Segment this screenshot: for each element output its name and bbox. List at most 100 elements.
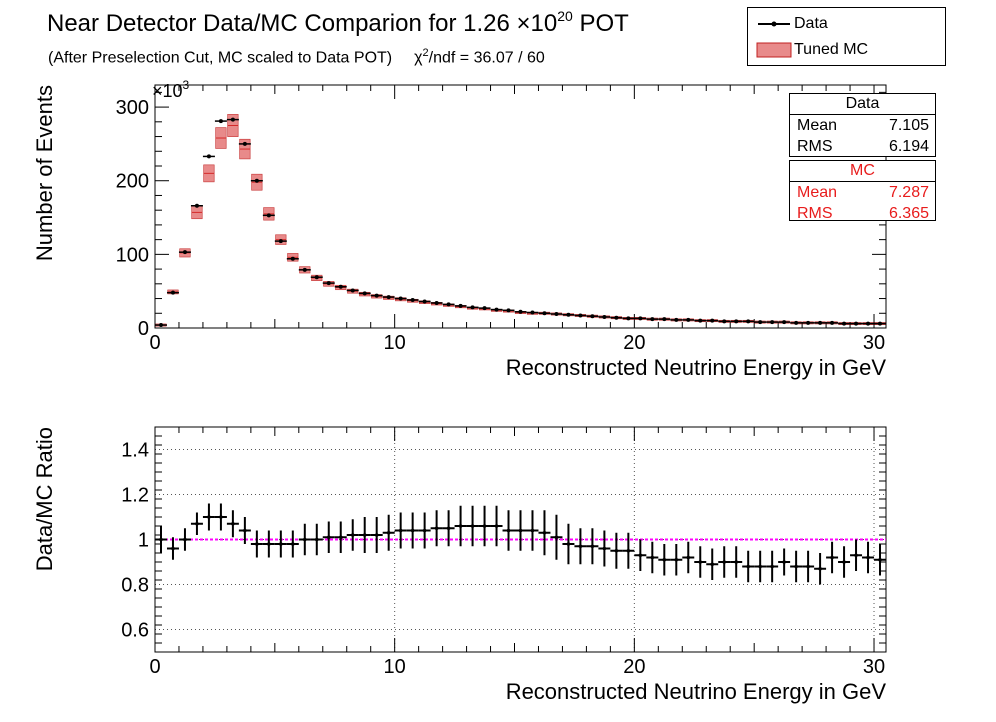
- legend-mc-swatch: [756, 42, 792, 58]
- data-point: [698, 318, 703, 323]
- ratio-point: [746, 564, 750, 569]
- ratio-point: [350, 533, 355, 537]
- stats-data-mean-label: Mean: [797, 117, 838, 134]
- data-point: [506, 308, 511, 313]
- ratio-point: [518, 528, 523, 533]
- ratio-point: [446, 526, 451, 531]
- data-point: [302, 267, 307, 272]
- ratio-point: [482, 524, 487, 528]
- ratio-point: [171, 546, 175, 551]
- ratio-point: [878, 557, 882, 562]
- ratio-point: [326, 535, 331, 540]
- data-point: [794, 320, 799, 325]
- stats-mc-rms-row: RMS 6.365: [790, 203, 935, 224]
- ratio-point: [698, 560, 703, 564]
- data-point: [422, 299, 427, 304]
- ratio-point: [398, 528, 403, 533]
- top-x-tick-label: 20: [623, 332, 645, 354]
- data-point: [710, 318, 715, 323]
- ratio-point: [362, 533, 367, 537]
- top-x-axis-label: Reconstructed Neutrino Energy in GeV: [506, 355, 887, 380]
- ratio-point: [314, 537, 319, 542]
- stats-data-rms-row: RMS 6.194: [790, 136, 935, 157]
- legend-mc-label: Tuned MC: [794, 41, 869, 58]
- data-point: [626, 316, 631, 321]
- data-point: [482, 306, 487, 311]
- ratio-point: [842, 560, 846, 564]
- ratio-point: [494, 524, 499, 528]
- stats-data-rms-value: 6.194: [888, 138, 929, 155]
- data-point: [290, 256, 295, 261]
- data-point: [758, 320, 763, 325]
- data-point: [530, 310, 535, 315]
- data-point: [734, 319, 739, 324]
- data-point: [158, 323, 163, 328]
- data-point: [854, 321, 859, 326]
- data-point: [278, 239, 283, 244]
- ratio-point: [267, 542, 271, 546]
- data-point: [578, 313, 583, 318]
- chi2-exponent: 2: [422, 47, 429, 59]
- ratio-point: [626, 548, 631, 553]
- data-point: [398, 296, 403, 301]
- ratio-point: [458, 524, 463, 528]
- ratio-point: [207, 515, 211, 519]
- data-point: [746, 319, 751, 324]
- ratio-point: [506, 528, 511, 533]
- chart-title-suffix: POT: [572, 10, 629, 37]
- ratio-point: [722, 560, 727, 564]
- data-point: [338, 284, 343, 289]
- legend: Data Tuned MC: [747, 7, 946, 66]
- ratio-point: [159, 537, 163, 542]
- ratio-point: [530, 528, 535, 533]
- ratio-point: [566, 542, 571, 546]
- ratio-point: [578, 544, 583, 549]
- ratio-point: [410, 528, 415, 533]
- chart-title-main: Near Detector Data/MC Comparion for 1.26…: [47, 10, 558, 37]
- data-point: [542, 311, 547, 316]
- stats-mc-mean-value: 7.287: [888, 184, 929, 201]
- chart-title-exponent: 20: [557, 8, 573, 24]
- legend-item-data: Data: [748, 12, 945, 36]
- ratio-point: [818, 566, 822, 571]
- ratio-point: [195, 521, 199, 526]
- ratio-point: [374, 533, 379, 537]
- chi2-value: /ndf = 36.07 / 60: [428, 49, 545, 67]
- ratio-y-tick-label: 1.2: [121, 485, 149, 507]
- data-point: [314, 275, 319, 280]
- y-multiplier-exponent: 3: [183, 78, 190, 92]
- data-point: [638, 316, 643, 321]
- stats-data-mean-value: 7.105: [888, 117, 929, 134]
- ratio-panel: 0 10 20 30 0.6 0.8 1 1.2 1.4 Reconstructed Neutri…: [32, 426, 887, 704]
- data-point: [362, 291, 367, 296]
- ratio-point: [219, 515, 223, 519]
- data-point: [458, 303, 463, 308]
- ratio-point: [338, 535, 343, 540]
- top-x-tick-label: 30: [863, 332, 885, 354]
- ratio-y-tick-label: 0.6: [121, 620, 149, 642]
- top-x-tick-label: 10: [384, 332, 406, 354]
- data-point: [230, 117, 235, 122]
- ratio-point: [854, 553, 858, 558]
- ratio-point: [279, 542, 283, 546]
- ratio-x-tick-label: 30: [863, 656, 885, 678]
- ratio-point: [590, 544, 595, 549]
- data-point: [782, 320, 787, 325]
- data-point: [410, 298, 415, 303]
- chart-title: Near Detector Data/MC Comparion for 1.26…: [47, 8, 629, 38]
- data-point: [650, 317, 655, 322]
- ratio-point: [470, 524, 475, 528]
- stats-data-mean-row: Mean 7.105: [790, 115, 935, 136]
- data-point: [686, 317, 691, 322]
- data-point: [866, 321, 871, 326]
- data-point: [470, 305, 475, 310]
- ratio-point: [231, 521, 235, 526]
- ratio-x-tick-label: 10: [384, 656, 406, 678]
- stats-box-data: Data Mean 7.105 RMS 6.194: [789, 93, 936, 157]
- data-point: [674, 317, 679, 322]
- ratio-y-tick-label: 1: [138, 530, 149, 552]
- top-y-tick-label: 300: [116, 97, 149, 119]
- data-point: [326, 281, 331, 286]
